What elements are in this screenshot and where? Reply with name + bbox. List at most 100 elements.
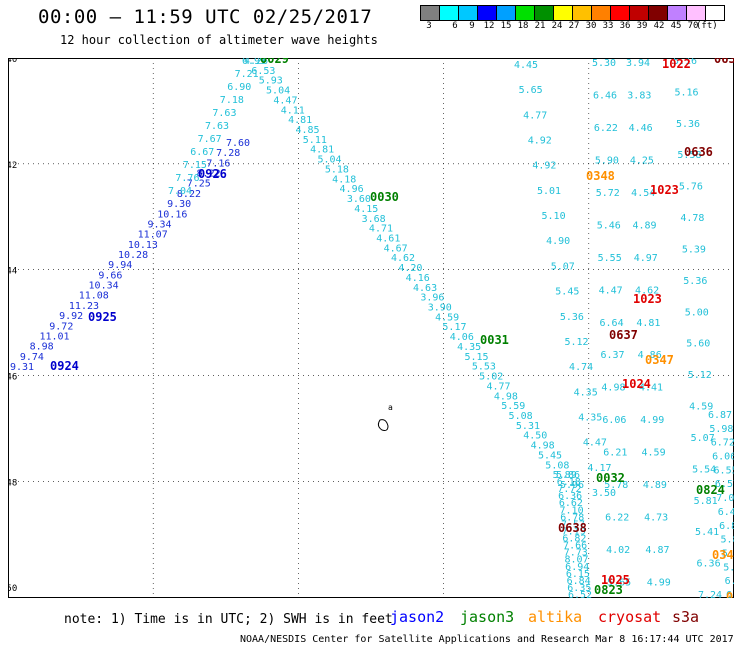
- swh-reading-jason3: 7.21: [235, 69, 259, 80]
- swh-reading-jason3: 4.11: [281, 105, 305, 116]
- swh-reading-jason3: 4.20: [398, 263, 422, 274]
- swh-reading-right: 4.92: [532, 161, 556, 172]
- legend-jason3: jason3: [460, 608, 515, 626]
- swh-reading-jason2: 11.01: [39, 331, 69, 342]
- swh-reading-jason2: 9.30: [167, 199, 191, 210]
- swh-reading-right: 6.35: [567, 583, 591, 594]
- pass-time-label: 1025: [601, 573, 630, 587]
- swh-reading-jason3: 4.81: [288, 115, 312, 126]
- pass-time-label: 0: [726, 590, 733, 598]
- color-swatch: [610, 5, 630, 21]
- swh-reading-right: 5.16: [673, 58, 697, 67]
- swh-reading-jason2: 11.07: [138, 230, 168, 241]
- pass-time-label: 1024: [622, 377, 651, 391]
- island-outline: [377, 419, 389, 431]
- pass-time-label: 0637: [609, 328, 638, 342]
- swh-reading-right: 4.35: [574, 387, 598, 398]
- swh-reading-right: 6.15: [566, 569, 590, 580]
- swh-reading-jason3: 4.62: [391, 253, 415, 264]
- color-swatch: [591, 5, 611, 21]
- swh-reading-right: 4.02: [606, 545, 630, 556]
- swh-reading-jason3: 4.85: [295, 125, 319, 136]
- swh-reading-right: 6.21: [603, 448, 627, 459]
- swh-reading-right: 5.86: [556, 470, 580, 481]
- swh-reading-right: 5.00: [685, 307, 709, 318]
- color-swatch: [705, 5, 725, 21]
- swh-reading-right: 4.59: [689, 402, 713, 413]
- swh-reading-jason3: 5.31: [516, 421, 540, 432]
- swh-reading-right: 5.65: [607, 578, 631, 589]
- swh-reading-right: 6.22: [605, 513, 629, 524]
- swh-reading-jason3: 4.15: [354, 204, 378, 215]
- swh-reading-jason3: 5.18: [325, 164, 349, 175]
- color-scale-label: 33: [602, 21, 614, 31]
- swh-reading-right: 6.55: [714, 465, 734, 476]
- swh-reading-right: 7.57: [561, 519, 585, 530]
- color-swatch: [420, 5, 440, 21]
- swh-reading-right: 6.72: [711, 438, 734, 449]
- swh-reading-right: 5.36: [683, 276, 707, 287]
- swh-reading-jason3: 7.04: [168, 186, 192, 197]
- swh-reading-jason3: 6.90: [227, 82, 251, 93]
- swh-reading-jason3: 4.47: [273, 95, 297, 106]
- swh-reading-right: 5.65: [519, 85, 543, 96]
- swh-reading-right: 4.41: [639, 383, 663, 394]
- swh-reading-jason3: 4.96: [340, 184, 364, 195]
- swh-reading-right: 5.12: [688, 370, 712, 381]
- swh-reading-jason3: 3.96: [420, 293, 444, 304]
- swh-reading-right: 3.50: [592, 488, 616, 499]
- color-swatch: [648, 5, 668, 21]
- swh-reading-jason3: 7.63: [212, 108, 236, 119]
- swh-reading-jason2: 7.60: [226, 138, 250, 149]
- color-scale-label: 27: [568, 21, 580, 31]
- swh-reading-right: 4.62: [635, 285, 659, 296]
- swh-reading-jason3: 5.45: [538, 450, 562, 461]
- lat-tick-label: -48: [8, 478, 17, 488]
- swh-reading-right: 4.17: [587, 463, 611, 474]
- swh-reading-jason3: 4.63: [413, 283, 437, 294]
- swh-reading-right: 5.76: [679, 182, 703, 193]
- color-scale-label: 6: [452, 21, 458, 31]
- swh-reading-right: 4.98: [601, 383, 625, 394]
- pass-time-label: 0823: [594, 583, 623, 597]
- swh-reading-right: 6.62: [559, 498, 583, 509]
- lat-tick-label: -44: [8, 267, 17, 277]
- credit-line: NOAA/NESDIS Center for Satellite Applica…: [240, 634, 734, 645]
- color-scale-bar: [420, 5, 725, 21]
- swh-reading-jason2: 8.22: [177, 189, 201, 200]
- swh-reading-right: 5.95: [723, 562, 734, 573]
- swh-reading-right: 5.90: [595, 155, 619, 166]
- swh-reading-right: 6.18: [557, 477, 581, 488]
- swh-reading-jason3: 7.76: [175, 173, 199, 184]
- color-scale-label: 21: [534, 21, 546, 31]
- color-swatch: [629, 5, 649, 21]
- color-swatch: [553, 5, 573, 21]
- pass-time-label: 1023: [633, 292, 662, 306]
- swh-reading-jason3: 5.59: [501, 401, 525, 412]
- legend-altika: altika: [528, 608, 583, 626]
- swh-reading-right: 4.45: [514, 60, 538, 71]
- swh-reading-jason3: 5.08: [509, 411, 533, 422]
- color-scale-label: 18: [517, 21, 529, 31]
- swh-reading-jason2: 11.08: [79, 291, 109, 302]
- wave-height-map: -40-42-44-46-48-503033363942459.319.748.…: [8, 58, 734, 598]
- color-swatch: [496, 5, 516, 21]
- swh-reading-right: 4.89: [632, 220, 656, 231]
- swh-reading-right: 6.22: [594, 123, 618, 134]
- swh-reading-right: 7.19: [562, 526, 586, 537]
- color-scale-label: 70: [687, 21, 699, 31]
- swh-reading-right: 4.54: [631, 188, 655, 199]
- pass-time-label: 034: [712, 548, 734, 562]
- swh-reading-right: 6.64: [600, 318, 624, 329]
- lat-tick-label: -40: [8, 58, 17, 65]
- pass-time-label: 0636: [684, 145, 713, 159]
- color-scale-label: (ft): [696, 21, 718, 31]
- pass-time-label: 0824: [696, 483, 725, 497]
- swh-reading-right: 5.16: [674, 87, 698, 98]
- color-swatch: [515, 5, 535, 21]
- units-note: note: 1) Time is in UTC; 2) SWH is in fe…: [64, 612, 393, 627]
- swh-reading-jason3: 5.02: [479, 372, 503, 383]
- swh-reading-jason3: 7.63: [205, 121, 229, 132]
- swh-reading-right: 5.41: [695, 527, 719, 538]
- color-scale-labels: 3 6 9 12 15 18 21 24 27 30 33 36 39 42 45 70 (ft): [420, 21, 740, 35]
